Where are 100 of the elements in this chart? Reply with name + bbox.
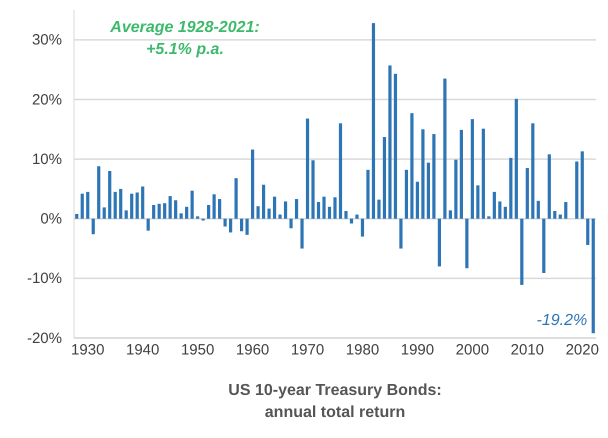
bar (470, 119, 474, 219)
bar (344, 210, 348, 219)
y-tick-label: 20% (32, 91, 62, 108)
bar (158, 204, 161, 219)
bar (355, 214, 359, 219)
bar (114, 192, 117, 219)
bar (548, 154, 551, 219)
annotation: -19.2% (536, 312, 588, 330)
bar (141, 186, 144, 219)
bar (504, 206, 507, 219)
bar (410, 113, 414, 219)
y-tick-label: -20% (26, 330, 62, 347)
bar (92, 218, 95, 234)
x-tick-label: 1930 (71, 342, 104, 359)
bar (542, 218, 546, 273)
bar (388, 65, 392, 219)
text: US 10-year Treasury Bonds: annual total return (228, 382, 442, 421)
bar (300, 218, 304, 249)
bar (360, 218, 364, 237)
bar (240, 218, 244, 232)
bar (229, 218, 232, 232)
bar (350, 218, 354, 224)
bar (498, 201, 502, 219)
bar (245, 218, 249, 235)
bar (465, 218, 468, 268)
bar (311, 160, 315, 219)
bar (580, 151, 584, 219)
bar (272, 196, 276, 219)
bar (97, 166, 100, 219)
y-tick-label: 0% (40, 210, 62, 228)
y-tick-label: 30% (32, 32, 62, 49)
bar (130, 194, 134, 219)
x-tick-label: 1990 (400, 342, 434, 359)
y-tick-label: -10% (26, 270, 62, 288)
bar (289, 218, 293, 228)
bar (520, 218, 524, 285)
bar (482, 128, 485, 219)
bar (207, 205, 210, 219)
x-tick-label: 2000 (456, 342, 490, 359)
bar (278, 214, 282, 219)
bar (377, 200, 381, 219)
x-tick-label: 1950 (180, 342, 214, 359)
bar (426, 162, 430, 219)
bar (119, 188, 122, 219)
bar (102, 207, 106, 219)
bar (443, 78, 446, 219)
bar (322, 196, 326, 219)
bar (564, 202, 568, 219)
bar (338, 123, 342, 219)
bar (86, 192, 90, 219)
bar (432, 134, 436, 219)
bar (421, 129, 425, 219)
bar (234, 178, 238, 219)
bar (185, 206, 188, 219)
bar (174, 200, 178, 219)
bar (224, 218, 227, 226)
bar (284, 201, 288, 219)
bar (586, 218, 590, 245)
x-tick-label: 1970 (290, 342, 324, 359)
bar (404, 170, 408, 219)
bar (328, 206, 332, 219)
bar (531, 123, 534, 219)
bar (75, 214, 78, 219)
bar (294, 199, 298, 219)
x-tick-label: 1960 (236, 342, 270, 359)
bar (190, 190, 194, 219)
bar (163, 203, 166, 219)
bar (438, 218, 441, 266)
bar (394, 74, 398, 219)
bar (218, 199, 222, 219)
y-tick-label: 10% (32, 150, 62, 168)
bar (575, 161, 578, 219)
x-tick-label: 1940 (126, 342, 160, 359)
bar (124, 210, 128, 219)
bar (492, 192, 496, 219)
bar (136, 192, 139, 219)
bar (333, 197, 337, 219)
bar (514, 98, 518, 219)
bar (416, 182, 420, 219)
bar (558, 214, 562, 219)
bar (509, 158, 512, 219)
x-tick-label: 1980 (346, 342, 380, 359)
bar (256, 206, 260, 219)
bar (267, 208, 271, 219)
bar (448, 210, 452, 219)
bar (366, 170, 370, 219)
bar (212, 194, 216, 219)
bar (146, 218, 150, 231)
bar (152, 205, 156, 219)
bar (592, 218, 595, 334)
bar (476, 185, 480, 219)
bar (250, 150, 254, 219)
bar (108, 171, 112, 219)
bar (316, 202, 320, 219)
bar (262, 184, 266, 219)
bar (382, 137, 386, 219)
x-tick-label: 2010 (510, 342, 544, 359)
bar (372, 23, 376, 219)
bar (399, 218, 403, 249)
bar (168, 196, 172, 219)
